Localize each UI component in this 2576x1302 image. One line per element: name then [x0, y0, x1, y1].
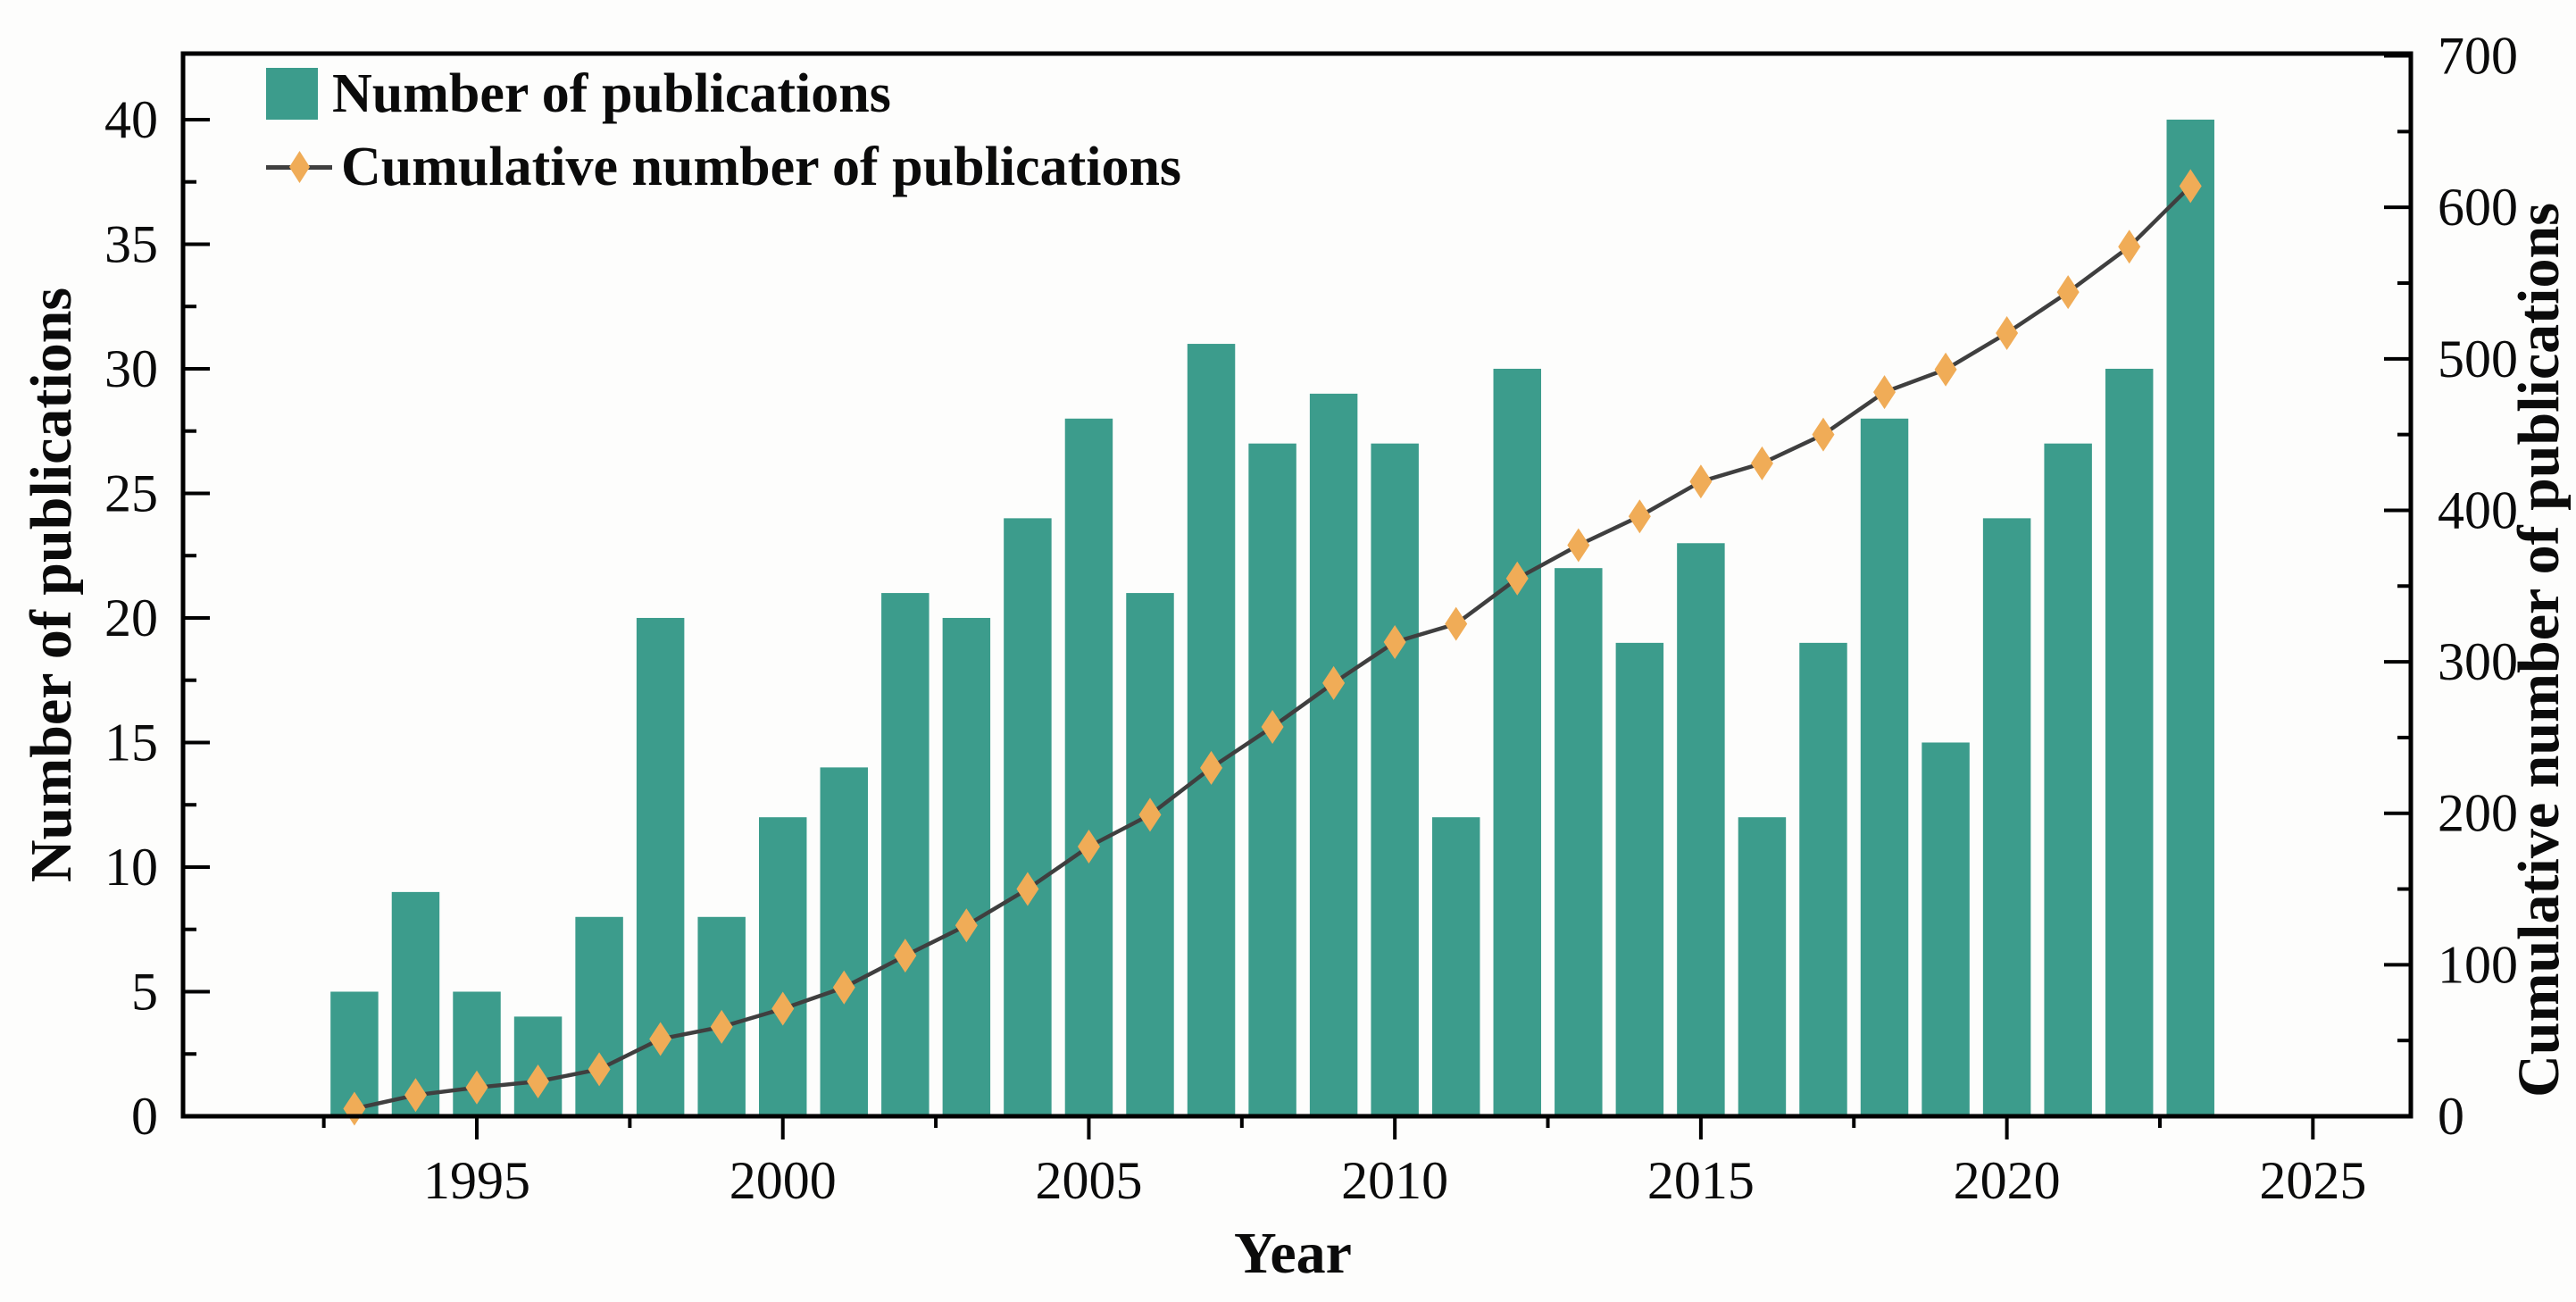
- bar-2004: [1004, 518, 1052, 1116]
- bar-2018: [1860, 418, 1909, 1116]
- cumulative-marker-2013: [1567, 528, 1590, 563]
- x-axis-tick-label-2000: 2000: [729, 1151, 837, 1210]
- cumulative-marker-2019: [1934, 352, 1957, 387]
- y-right-tick-label-400: 400: [2438, 480, 2518, 539]
- cumulative-marker-2021: [2056, 275, 2080, 310]
- bar-2002: [881, 593, 930, 1116]
- y-left-tick-label-5: 5: [131, 962, 158, 1021]
- bar-2005: [1064, 418, 1113, 1116]
- x-axis-tick-label-2020: 2020: [1954, 1151, 2061, 1210]
- cumulative-marker-2008: [1261, 710, 1284, 745]
- bar-2000: [758, 817, 807, 1116]
- bar-2007: [1187, 344, 1236, 1117]
- cumulative-marker-2018: [1873, 375, 1897, 410]
- bar-2023: [2166, 119, 2214, 1116]
- cumulative-marker-1999: [710, 1009, 733, 1044]
- bar-2006: [1126, 593, 1174, 1116]
- y-left-tick-label-40: 40: [104, 90, 158, 149]
- x-axis-tick-label-2015: 2015: [1647, 1151, 1755, 1210]
- cumulative-marker-2017: [1812, 417, 1835, 452]
- cumulative-marker-2007: [1200, 750, 1223, 785]
- cumulative-marker-2002: [894, 939, 917, 973]
- bar-2013: [1555, 568, 1603, 1116]
- bar-2014: [1615, 642, 1664, 1116]
- x-axis-tick-label-1995: 1995: [423, 1151, 530, 1210]
- bar-1997: [575, 916, 623, 1116]
- bar-2011: [1431, 817, 1480, 1116]
- y-right-tick-label-700: 700: [2438, 27, 2518, 86]
- cumulative-marker-2016: [1750, 446, 1773, 480]
- y-left-tick-label-20: 20: [104, 588, 158, 647]
- cumulative-marker-2000: [771, 991, 795, 1026]
- cumulative-marker-2005: [1077, 830, 1100, 864]
- cumulative-marker-1998: [649, 1022, 672, 1056]
- bar-2016: [1738, 817, 1787, 1116]
- y-left-tick-label-15: 15: [104, 713, 158, 772]
- bar-2017: [1799, 642, 1847, 1116]
- y-left-tick-label-10: 10: [104, 838, 158, 897]
- x-axis-tick-label-2005: 2005: [1035, 1151, 1142, 1210]
- bar-2010: [1371, 443, 1419, 1117]
- y-right-tick-label-300: 300: [2438, 632, 2518, 691]
- cumulative-marker-2023: [2179, 169, 2202, 204]
- cumulative-marker-2014: [1628, 499, 1651, 534]
- cumulative-marker-2006: [1138, 797, 1162, 832]
- y-right-tick-label-100: 100: [2438, 935, 2518, 994]
- bar-2008: [1248, 443, 1296, 1117]
- bar-2009: [1309, 393, 1358, 1116]
- bar-2020: [1982, 518, 2031, 1116]
- bar-2001: [820, 767, 869, 1116]
- x-axis-tick-label-2010: 2010: [1341, 1151, 1448, 1210]
- cumulative-marker-2015: [1689, 464, 1713, 499]
- x-axis-tick-label-2025: 2025: [2259, 1151, 2366, 1210]
- cumulative-marker-2012: [1505, 561, 1529, 596]
- cumulative-marker-1994: [404, 1078, 427, 1113]
- cumulative-marker-2020: [1996, 315, 2019, 350]
- cumulative-marker-2003: [955, 908, 978, 943]
- cumulative-marker-2022: [2118, 230, 2141, 264]
- cumulative-marker-1997: [588, 1052, 611, 1087]
- y-left-tick-label-30: 30: [104, 339, 158, 398]
- cumulative-marker-2011: [1445, 606, 1468, 641]
- bar-2021: [2044, 443, 2092, 1117]
- bar-2022: [2105, 368, 2154, 1116]
- bar-2012: [1493, 368, 1541, 1116]
- y-left-tick-label-25: 25: [104, 463, 158, 522]
- y-right-tick-label-200: 200: [2438, 784, 2518, 843]
- y-right-tick-label-600: 600: [2438, 178, 2518, 237]
- cumulative-marker-2001: [832, 970, 855, 1005]
- bar-2003: [942, 617, 991, 1116]
- bar-2015: [1677, 543, 1725, 1116]
- cumulative-marker-1995: [465, 1070, 488, 1105]
- cumulative-marker-2009: [1322, 665, 1346, 700]
- cumulative-marker-2004: [1016, 872, 1039, 906]
- bar-2019: [1922, 742, 1970, 1116]
- cumulative-marker-2010: [1383, 625, 1406, 660]
- y-right-tick-label-500: 500: [2438, 330, 2518, 388]
- y-left-tick-label-0: 0: [131, 1087, 158, 1146]
- y-left-tick-label-35: 35: [104, 214, 158, 273]
- cumulative-marker-1996: [527, 1064, 550, 1098]
- y-right-tick-label-0: 0: [2438, 1087, 2464, 1146]
